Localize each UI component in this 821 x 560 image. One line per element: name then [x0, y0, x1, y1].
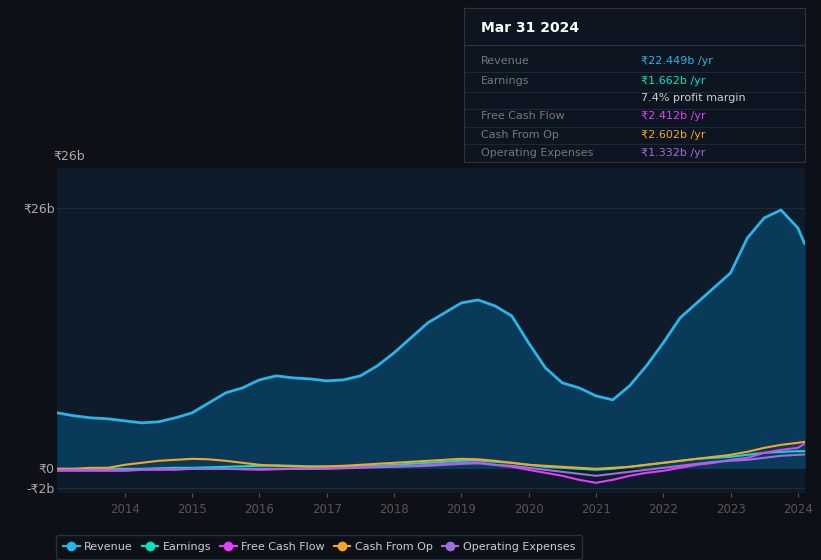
Text: Operating Expenses: Operating Expenses	[481, 148, 594, 158]
Text: ₹22.449b /yr: ₹22.449b /yr	[641, 56, 713, 66]
Text: Free Cash Flow: Free Cash Flow	[481, 111, 565, 121]
Text: Mar 31 2024: Mar 31 2024	[481, 21, 579, 35]
Text: ₹2.412b /yr: ₹2.412b /yr	[641, 111, 706, 121]
Text: ₹1.662b /yr: ₹1.662b /yr	[641, 76, 705, 86]
Text: 7.4% profit margin: 7.4% profit margin	[641, 93, 745, 102]
Text: ₹1.332b /yr: ₹1.332b /yr	[641, 148, 705, 158]
Text: ₹2.602b /yr: ₹2.602b /yr	[641, 130, 705, 139]
Text: ₹26b: ₹26b	[53, 150, 85, 162]
Text: Revenue: Revenue	[481, 56, 530, 66]
Text: Cash From Op: Cash From Op	[481, 130, 559, 139]
Text: Earnings: Earnings	[481, 76, 530, 86]
Legend: Revenue, Earnings, Free Cash Flow, Cash From Op, Operating Expenses: Revenue, Earnings, Free Cash Flow, Cash …	[56, 535, 582, 559]
